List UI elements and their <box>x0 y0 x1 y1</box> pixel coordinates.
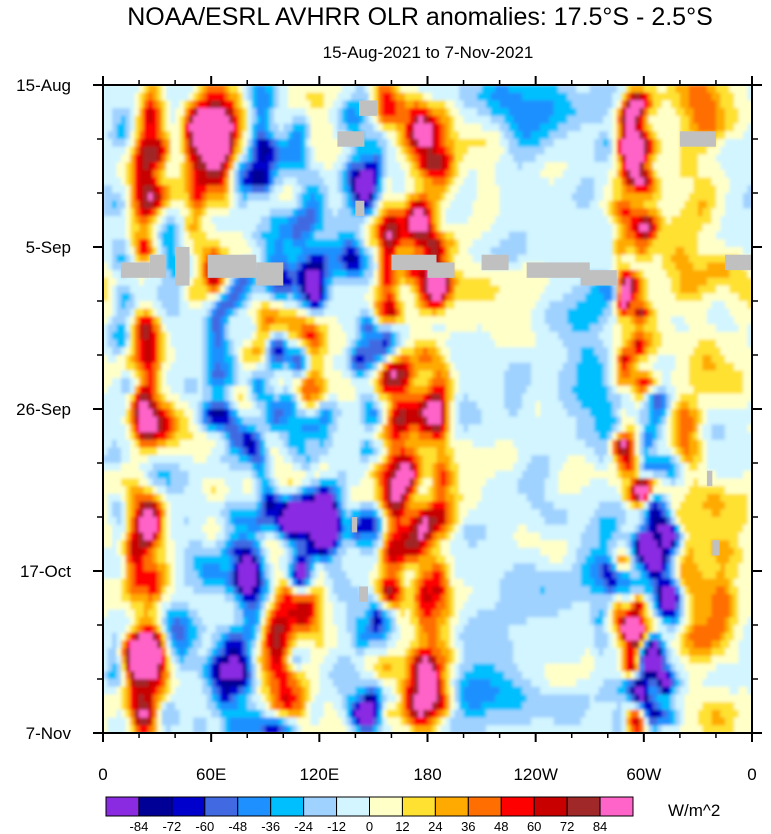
missing-data-patch <box>427 262 455 278</box>
colorbar-swatch <box>303 796 338 817</box>
colorbar-swatch <box>434 796 469 817</box>
colorbar-label: -60 <box>195 819 214 834</box>
missing-data-patch <box>526 262 590 278</box>
colorbar-label: 36 <box>461 819 475 834</box>
colorbar-label: -72 <box>162 819 181 834</box>
missing-data-patch <box>724 254 752 271</box>
x-tick-label: 180 <box>413 765 441 784</box>
x-tick-label: 60W <box>626 765 661 784</box>
colorbar-swatch <box>138 796 173 817</box>
x-tick-label: 0 <box>747 765 756 784</box>
missing-data-patch <box>256 262 284 286</box>
colorbar-swatch <box>369 796 403 817</box>
chart-subtitle: 15-Aug-2021 to 7-Nov-2021 <box>323 43 534 62</box>
missing-data-patch <box>358 586 369 602</box>
colorbar-label: 12 <box>395 819 409 834</box>
missing-data-patch <box>358 100 378 116</box>
colorbar-label: -48 <box>228 819 247 834</box>
colorbar-label: 0 <box>366 819 373 834</box>
colorbar-swatch <box>566 796 601 817</box>
colorbar-label: -36 <box>261 819 280 834</box>
missing-data-patch <box>149 254 167 278</box>
missing-data-patch <box>706 470 713 487</box>
y-tick-label: 15-Aug <box>16 76 71 95</box>
x-tick-label: 120E <box>299 765 339 784</box>
colorbar-swatch <box>500 796 535 817</box>
y-tick-label: 26-Sep <box>16 400 71 419</box>
colorbar-units: W/m^2 <box>668 801 720 820</box>
x-tick-label: 60E <box>196 765 226 784</box>
colorbar-swatch <box>105 796 140 817</box>
colorbar-swatch <box>336 796 370 817</box>
missing-data-patch <box>175 247 190 286</box>
y-tick-label: 7-Nov <box>26 724 72 743</box>
colorbar-label: 72 <box>560 819 574 834</box>
missing-data-patches <box>121 100 752 602</box>
colorbar-swatch <box>467 796 502 817</box>
colorbar-label: -84 <box>130 819 149 834</box>
colorbar-label: 48 <box>494 819 508 834</box>
missing-data-patch <box>712 540 720 556</box>
missing-data-patch <box>121 262 150 278</box>
colorbar-label: 60 <box>527 819 541 834</box>
x-tick-label: 0 <box>98 765 107 784</box>
y-tick-label: 17-Oct <box>20 562 71 581</box>
colorbar-swatch <box>270 796 305 817</box>
colorbar: -84 -72 -60 -48 -36 -24 -12 0 12 24 36 48 60 72 84 <box>105 796 634 834</box>
olr-anomaly-field <box>103 85 752 733</box>
missing-data-patch <box>391 254 437 271</box>
missing-data-patch <box>337 131 365 147</box>
anomaly-cells <box>103 85 752 733</box>
colorbar-swatch <box>599 796 634 817</box>
missing-data-patch <box>355 200 365 217</box>
colorbar-label: -24 <box>294 819 313 834</box>
chart-title: NOAA/ESRL AVHRR OLR anomalies: 17.5°S - … <box>127 3 713 31</box>
colorbar-label: -12 <box>327 819 346 834</box>
y-tick-label: 5-Sep <box>26 238 71 257</box>
missing-data-patch <box>351 517 358 533</box>
missing-data-patch <box>207 254 257 278</box>
missing-data-patch <box>580 270 617 286</box>
colorbar-swatch <box>533 796 568 817</box>
colorbar-swatch <box>401 796 436 817</box>
missing-data-patch <box>481 254 509 271</box>
colorbar-swatch <box>237 796 272 817</box>
colorbar-swatch <box>204 796 239 817</box>
x-tick-label: 120W <box>513 765 557 784</box>
missing-data-patch <box>679 131 716 147</box>
colorbar-swatch <box>171 796 206 817</box>
axes: 0 60E 120E 180 120W 60W 0 15-Aug 5-Sep 26-Sep 17-O… <box>16 76 762 784</box>
colorbar-label: 24 <box>428 819 442 834</box>
colorbar-label: 84 <box>593 819 607 834</box>
